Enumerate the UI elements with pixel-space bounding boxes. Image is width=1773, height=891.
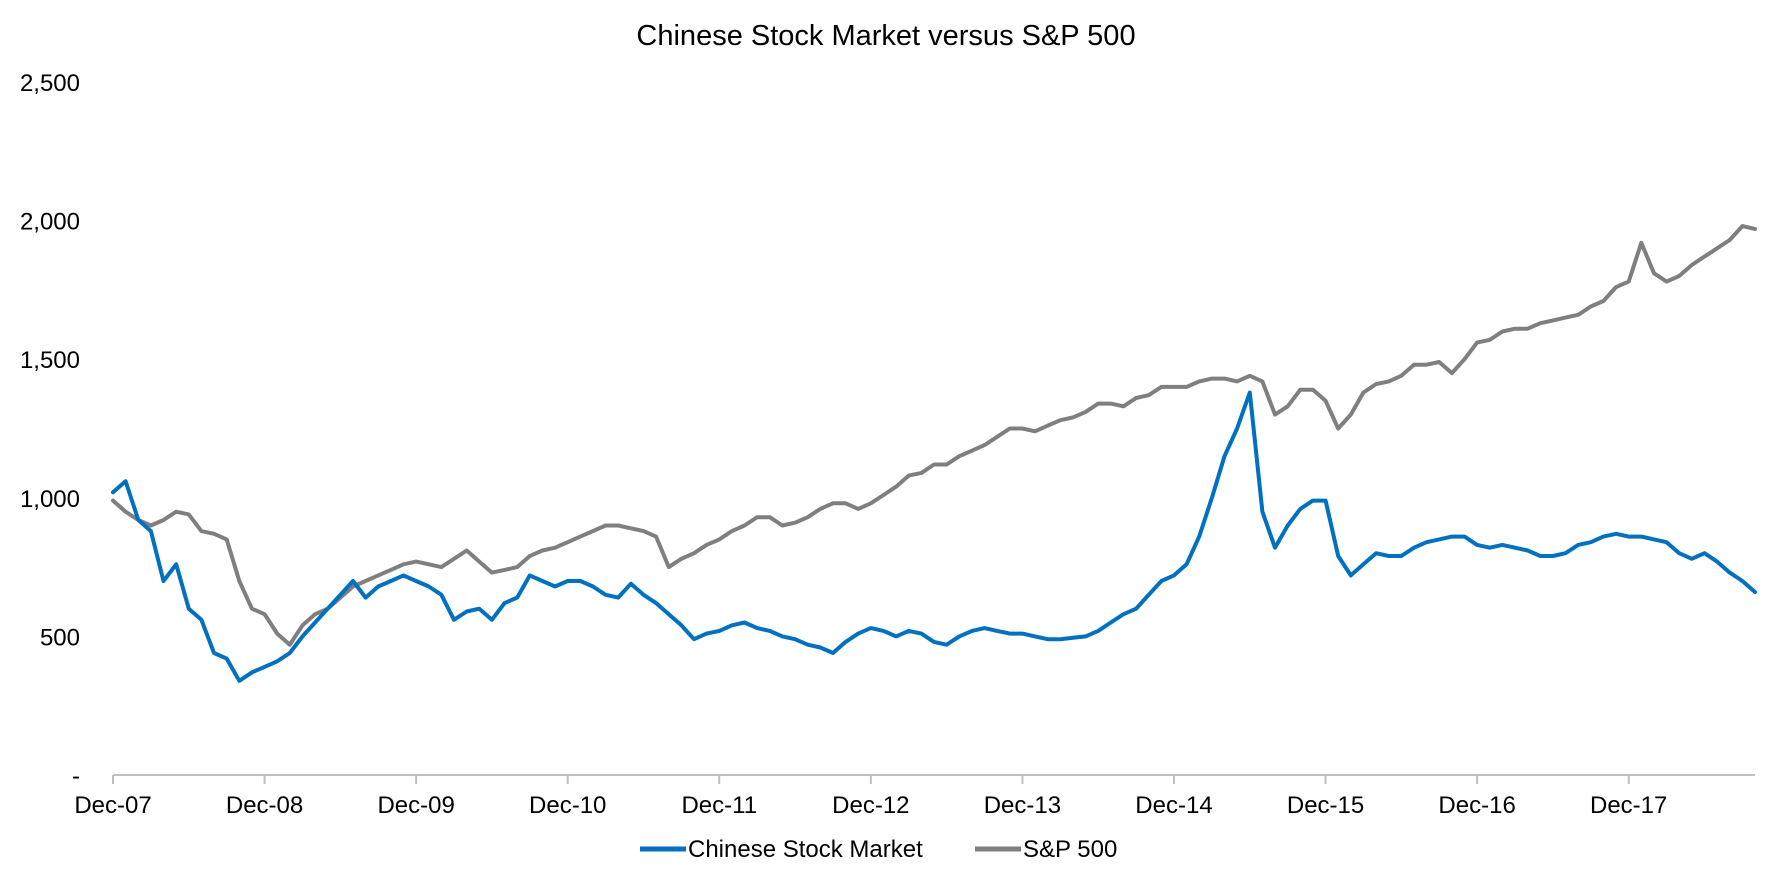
y-tick-label: 2,000 <box>20 209 80 236</box>
legend-label: S&P 500 <box>1023 836 1117 863</box>
x-tick-label: Dec-14 <box>1135 792 1212 819</box>
series-line-chinese-stock-market <box>111 390 1757 683</box>
y-tick-label: 1,500 <box>20 347 80 374</box>
series-lines <box>111 224 1757 683</box>
x-tick-label: Dec-07 <box>74 792 151 819</box>
legend-label: Chinese Stock Market <box>688 836 923 863</box>
x-tick-label: Dec-10 <box>529 792 606 819</box>
x-tick-label: Dec-08 <box>226 792 303 819</box>
x-tick-label: Dec-17 <box>1590 792 1667 819</box>
x-tick-label: Dec-16 <box>1438 792 1515 819</box>
y-tick-label: - <box>72 763 80 790</box>
series-line-sp-500 <box>111 224 1757 647</box>
x-axis: Dec-07 Dec-08 Dec-09 Dec-10 Dec-11 Dec-12 Dec-… <box>74 774 1755 819</box>
y-axis: - 500 1,000 1,500 2,000 2,500 <box>20 70 80 790</box>
x-tick-label: Dec-09 <box>377 792 454 819</box>
legend: Chinese Stock Market S&P 500 <box>640 836 1117 863</box>
x-tick-label: Dec-11 <box>681 792 757 819</box>
chart-title: Chinese Stock Market versus S&P 500 <box>636 20 1135 52</box>
y-tick-label: 2,500 <box>20 70 80 97</box>
x-tick-label: Dec-15 <box>1287 792 1364 819</box>
y-tick-label: 500 <box>40 624 80 651</box>
x-tick-label: Dec-12 <box>832 792 909 819</box>
y-tick-label: 1,000 <box>20 486 80 513</box>
x-tick-label: Dec-13 <box>984 792 1061 819</box>
